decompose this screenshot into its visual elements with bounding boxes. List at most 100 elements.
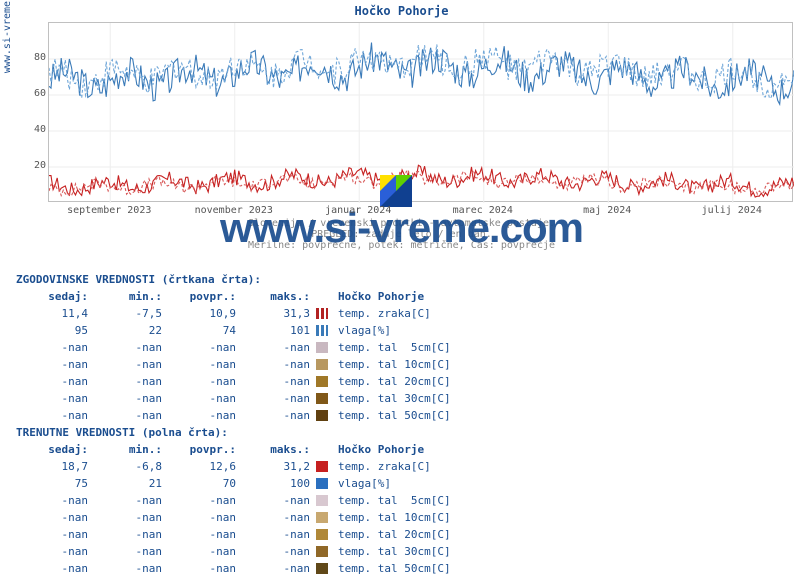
table-row: -nan-nan-nan-nantemp. tal 20cm[C] [18, 374, 453, 389]
legend-label: temp. tal 5cm[C] [336, 493, 453, 508]
data-cell: -nan [240, 391, 312, 406]
data-table: sedaj:min.:povpr.:maks.:Hočko Pohorje11,… [16, 287, 455, 425]
data-tables: ZGODOVINSKE VREDNOSTI (črtkana črta):sed… [16, 272, 455, 578]
data-cell: 31,2 [240, 459, 312, 474]
legend-swatch [316, 359, 328, 370]
legend-label: temp. tal 20cm[C] [336, 374, 453, 389]
data-cell: -nan [240, 510, 312, 525]
data-cell: -nan [240, 493, 312, 508]
data-cell: -nan [166, 544, 238, 559]
data-cell: 12,6 [166, 459, 238, 474]
col-header: maks.: [240, 442, 312, 457]
caption-line: Merilne: povprečne, potek: metrične, Čas… [248, 240, 555, 251]
table-row: -nan-nan-nan-nantemp. tal 50cm[C] [18, 408, 453, 423]
data-cell: 75 [18, 476, 90, 491]
data-cell: -nan [166, 340, 238, 355]
data-cell: -nan [166, 408, 238, 423]
data-cell: -nan [240, 408, 312, 423]
table-header-row: sedaj:min.:povpr.:maks.: Hočko Pohorje [18, 289, 453, 304]
data-cell: -nan [92, 493, 164, 508]
data-cell: -nan [92, 527, 164, 542]
table-row: -nan-nan-nan-nantemp. tal 5cm[C] [18, 340, 453, 355]
table-row: 952274101vlaga[%] [18, 323, 453, 338]
caption-line: PREGLED: zadnje leto / en dan. [311, 229, 492, 240]
data-cell: -nan [166, 527, 238, 542]
table-row: 752170100vlaga[%] [18, 476, 453, 491]
legend-swatch [316, 308, 328, 319]
data-cell: -nan [166, 510, 238, 525]
legend-swatch [316, 546, 328, 557]
x-tick: marec 2024 [453, 205, 513, 216]
data-cell: -nan [166, 391, 238, 406]
legend-swatch [316, 376, 328, 387]
table-row: -nan-nan-nan-nantemp. tal 50cm[C] [18, 561, 453, 576]
legend-label: temp. tal 50cm[C] [336, 408, 453, 423]
col-header: sedaj: [18, 289, 90, 304]
legend-label: temp. tal 20cm[C] [336, 527, 453, 542]
data-cell: -nan [18, 340, 90, 355]
data-cell: -nan [18, 408, 90, 423]
col-header: min.: [92, 289, 164, 304]
data-cell: -nan [166, 374, 238, 389]
legend-label: temp. tal 10cm[C] [336, 510, 453, 525]
table-row: -nan-nan-nan-nantemp. tal 10cm[C] [18, 357, 453, 372]
data-cell: -nan [166, 357, 238, 372]
data-cell: -nan [240, 357, 312, 372]
location-header: Hočko Pohorje [336, 442, 453, 457]
data-cell: -6,8 [92, 459, 164, 474]
legend-label: temp. zraka[C] [336, 459, 453, 474]
data-cell: -nan [240, 544, 312, 559]
legend-label: temp. zraka[C] [336, 306, 453, 321]
y-tick: 60 [28, 88, 46, 99]
data-cell: 31,3 [240, 306, 312, 321]
legend-swatch [316, 478, 328, 489]
table-section-title: TRENUTNE VREDNOSTI (polna črta): [16, 425, 455, 440]
data-cell: -nan [18, 357, 90, 372]
legend-label: temp. tal 30cm[C] [336, 391, 453, 406]
table-row: -nan-nan-nan-nantemp. tal 30cm[C] [18, 544, 453, 559]
col-header: sedaj: [18, 442, 90, 457]
y-tick: 80 [28, 52, 46, 63]
legend-label: temp. tal 30cm[C] [336, 544, 453, 559]
table-row: -nan-nan-nan-nantemp. tal 5cm[C] [18, 493, 453, 508]
legend-swatch [316, 563, 328, 574]
data-cell: -7,5 [92, 306, 164, 321]
data-cell: -nan [92, 340, 164, 355]
caption-line: Slovenija / vremenski podatki - avtomats… [248, 218, 555, 229]
data-cell: -nan [18, 544, 90, 559]
table-row: -nan-nan-nan-nantemp. tal 10cm[C] [18, 510, 453, 525]
data-cell: -nan [18, 510, 90, 525]
legend-label: vlaga[%] [336, 323, 453, 338]
data-cell: -nan [92, 561, 164, 576]
legend-swatch [316, 342, 328, 353]
legend-swatch [316, 325, 328, 336]
legend-label: vlaga[%] [336, 476, 453, 491]
location-header: Hočko Pohorje [336, 289, 453, 304]
data-cell: -nan [18, 374, 90, 389]
data-table: sedaj:min.:povpr.:maks.:Hočko Pohorje18,… [16, 440, 455, 578]
col-header: povpr.: [166, 289, 238, 304]
x-tick: november 2023 [195, 205, 273, 216]
data-cell: -nan [18, 527, 90, 542]
data-cell: -nan [92, 357, 164, 372]
data-cell: 101 [240, 323, 312, 338]
chart-caption: Slovenija / vremenski podatki - avtomats… [0, 218, 803, 251]
chart-svg [49, 23, 794, 203]
legend-swatch [316, 529, 328, 540]
data-cell: 18,7 [18, 459, 90, 474]
data-cell: -nan [166, 493, 238, 508]
data-cell: -nan [92, 374, 164, 389]
data-cell: 21 [92, 476, 164, 491]
table-row: -nan-nan-nan-nantemp. tal 20cm[C] [18, 527, 453, 542]
legend-swatch [316, 393, 328, 404]
data-cell: -nan [240, 561, 312, 576]
col-header: maks.: [240, 289, 312, 304]
data-cell: 100 [240, 476, 312, 491]
legend-swatch [316, 461, 328, 472]
data-cell: -nan [240, 374, 312, 389]
x-tick: julij 2024 [702, 205, 762, 216]
data-cell: -nan [92, 510, 164, 525]
data-cell: -nan [18, 493, 90, 508]
table-row: -nan-nan-nan-nantemp. tal 30cm[C] [18, 391, 453, 406]
x-tick: januar 2024 [325, 205, 391, 216]
